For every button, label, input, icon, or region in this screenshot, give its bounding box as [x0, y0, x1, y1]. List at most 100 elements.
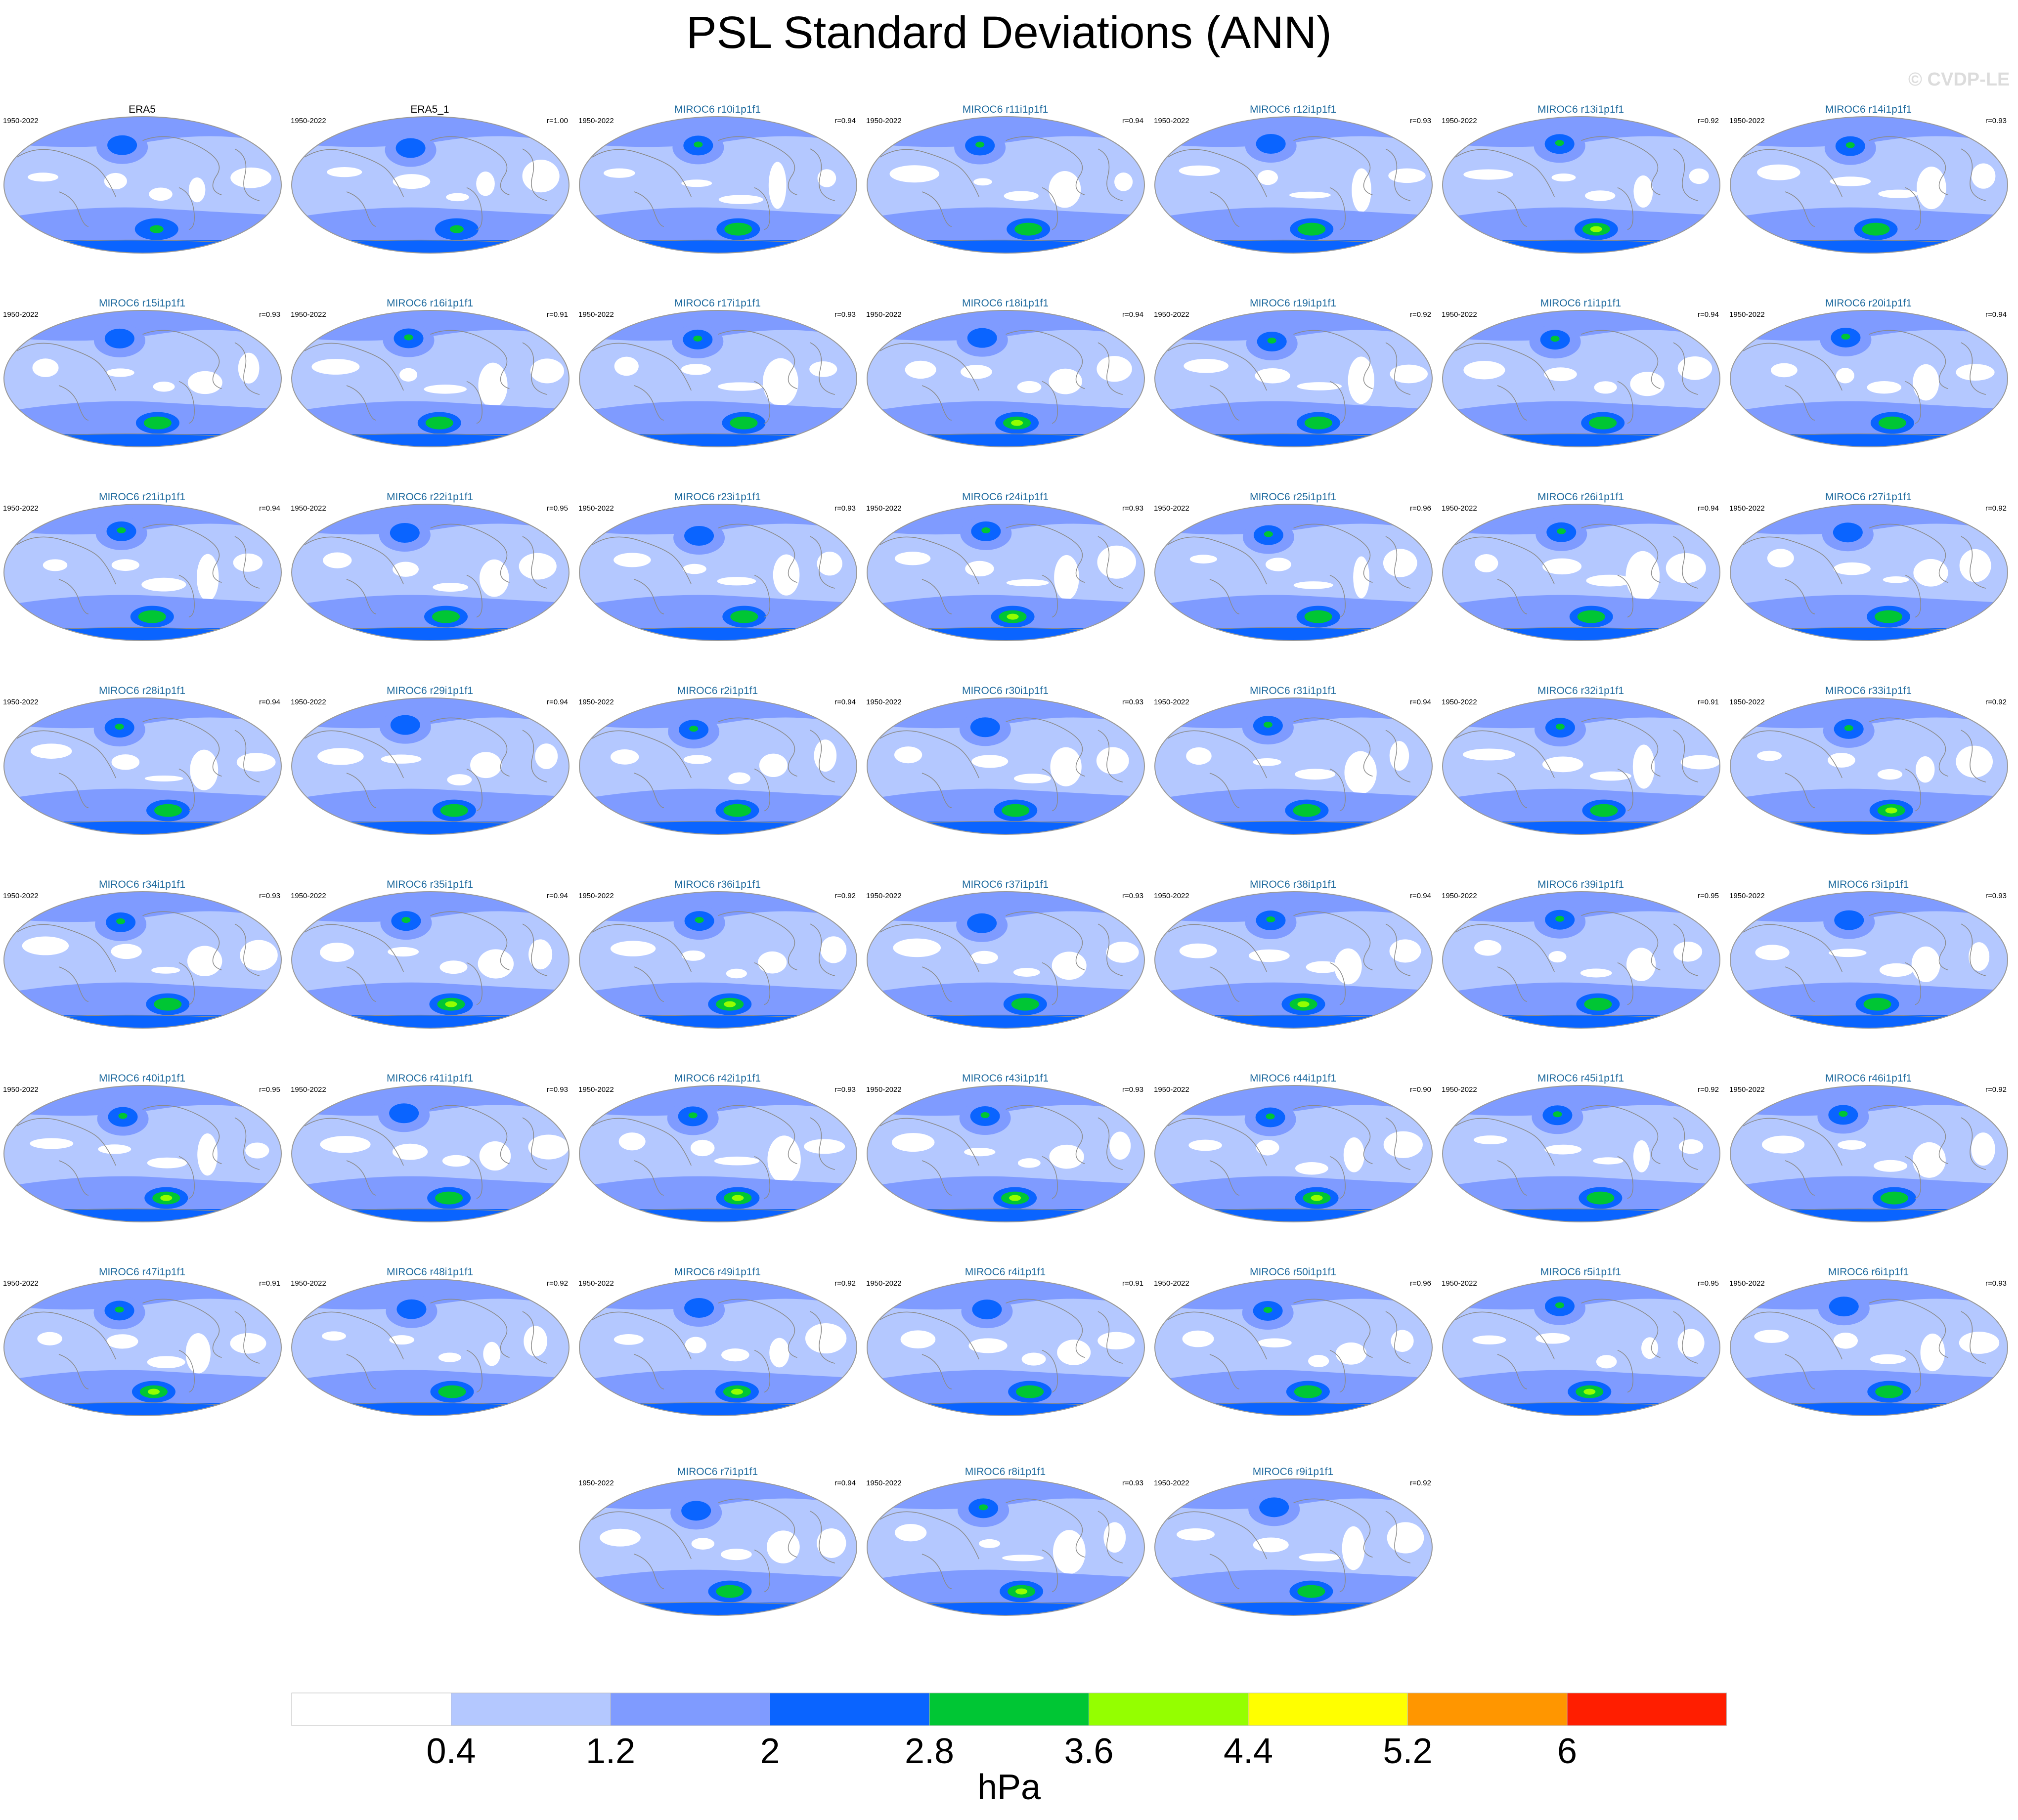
panel-period: 1950-2022: [291, 698, 326, 706]
panel-title: MIROC6 r5i1p1f1: [1540, 1266, 1622, 1278]
coastline: [1329, 187, 1346, 230]
map-border: [867, 116, 1145, 254]
contour-patch-low: [1473, 1135, 1507, 1145]
coastline: [1743, 730, 1843, 779]
coastline: [1209, 1554, 1240, 1589]
contour-patch-low: [773, 554, 800, 596]
coastline: [1455, 343, 1555, 391]
contour-patch-low: [522, 160, 560, 193]
panel-pattern-correlation: r=0.93: [834, 504, 856, 513]
robinson-map: [3, 504, 282, 641]
map-border: [291, 504, 570, 641]
map-panel: MIROC6 r42i1p1f1 1950-2022 r=0.93: [575, 1073, 860, 1222]
coastline: [522, 536, 548, 589]
coastline: [178, 962, 195, 1005]
coastline: [16, 924, 116, 972]
contour-band-antarctic: [292, 434, 569, 447]
contour-band-antarctic: [1730, 822, 2008, 834]
contour-patch-low: [1463, 169, 1514, 180]
contour-band-antarctic: [4, 1403, 281, 1416]
map-border: [1730, 310, 2008, 447]
panel-period: 1950-2022: [866, 310, 902, 319]
contour-patch-low: [905, 360, 936, 379]
coastline: [921, 1554, 952, 1589]
map-panel: MIROC6 r18i1p1f1 1950-2022 r=0.94: [863, 298, 1147, 447]
contour-southern-ocean-peak: [1007, 613, 1019, 620]
contour-patch-low: [805, 1323, 847, 1354]
map-border: [291, 1279, 570, 1416]
contour-patch-low: [236, 753, 276, 772]
coastline: [1581, 523, 1661, 583]
contour-patch-low: [1673, 941, 1703, 962]
panel-period: 1950-2022: [1154, 117, 1189, 125]
coastline: [879, 536, 979, 585]
contour-patch-low: [230, 167, 271, 188]
map-border: [1442, 891, 1720, 1029]
map-border: [1730, 891, 2008, 1029]
robinson-map: [1442, 1279, 1720, 1416]
coastline: [754, 187, 770, 230]
coastline: [1869, 911, 1948, 971]
coastline: [1961, 536, 1986, 589]
contour-patch-low: [1877, 769, 1903, 780]
contour-patch-low: [153, 381, 175, 392]
contour-patch-low: [1677, 1329, 1705, 1357]
contour-patch-low: [1971, 163, 1996, 189]
coastline: [1293, 330, 1373, 390]
contour-patch-low: [188, 177, 206, 203]
contour-patch-low: [1344, 751, 1377, 794]
contour-patch-low: [889, 165, 940, 183]
coastline: [142, 136, 222, 196]
map-border: [867, 1279, 1145, 1416]
contour-southern-ocean-core: [154, 804, 182, 817]
map-border: [291, 891, 570, 1029]
contour-band-antarctic: [4, 240, 281, 253]
coastline: [1743, 149, 1843, 197]
coastline: [1385, 1511, 1411, 1563]
contour-patch-low: [1017, 381, 1042, 393]
contour-north-pacific-peak: [980, 1112, 990, 1119]
panel-title: MIROC6 r15i1p1f1: [98, 298, 186, 309]
contour-patch-low: [685, 1337, 706, 1353]
contour-patch-low: [900, 1330, 936, 1348]
watermark: © CVDP-LE: [1908, 69, 2010, 90]
coastline: [810, 1511, 835, 1563]
contour-north-pacific-peak: [1555, 1302, 1565, 1308]
coastline: [1581, 1299, 1661, 1358]
contour-patch-low: [106, 368, 134, 377]
contour-patch-low: [535, 743, 558, 769]
coastline: [466, 381, 483, 424]
map-panel: MIROC6 r12i1p1f1 1950-2022 r=0.93: [1151, 104, 1435, 254]
contour-patch-low: [233, 553, 263, 572]
coastline: [1905, 187, 1921, 230]
contour-patch-low: [1767, 549, 1794, 568]
contour-southern-ocean-core: [1014, 222, 1043, 236]
coastline: [754, 962, 770, 1005]
contour-patch-low: [478, 949, 514, 979]
contour-patch-low: [1021, 1352, 1046, 1366]
contour-band-antarctic: [1155, 628, 1432, 641]
contour-north-pacific-peak: [115, 1306, 124, 1313]
contour-band-antarctic: [292, 1403, 569, 1416]
contour-patch-low: [447, 774, 472, 785]
coastline: [1743, 1118, 1843, 1166]
colorbar-tick-label: 4.4: [1224, 1732, 1273, 1771]
contour-patch-low: [1596, 1355, 1617, 1369]
coastline: [1581, 1105, 1661, 1165]
map-border: [1154, 310, 1433, 447]
coastline: [1042, 1156, 1058, 1199]
robinson-map: [291, 310, 570, 447]
coastline: [1097, 342, 1123, 395]
contour-patch-low: [439, 960, 468, 974]
panel-title: MIROC6 r50i1p1f1: [1249, 1266, 1337, 1278]
robinson-map: [1154, 697, 1433, 835]
map-panel: MIROC6 r21i1p1f1 1950-2022 r=0.94: [0, 491, 284, 641]
panel-period: 1950-2022: [1729, 1085, 1765, 1094]
map-panel: MIROC6 r9i1p1f1 1950-2022 r=0.92: [1151, 1466, 1435, 1616]
panel-title: MIROC6 r32i1p1f1: [1537, 685, 1624, 696]
coastline: [1042, 1549, 1058, 1593]
contour-patch-low: [22, 936, 69, 955]
contour-patch-low: [1593, 1157, 1623, 1165]
contour-north-pacific-peak: [1557, 528, 1566, 534]
contour-patch-low: [1462, 748, 1515, 761]
